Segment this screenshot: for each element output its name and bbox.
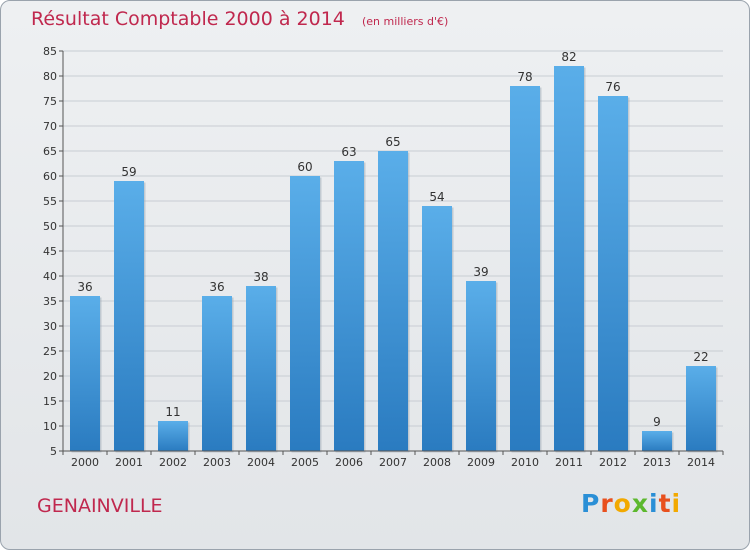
bar xyxy=(510,86,540,451)
chart-subtitle: (en milliers d'€) xyxy=(361,15,449,28)
logo-letter: i xyxy=(649,489,659,518)
bar-value-label: 54 xyxy=(429,190,444,204)
x-tick-label: 2013 xyxy=(643,456,671,469)
bar xyxy=(422,206,452,451)
y-tick-label: 20 xyxy=(43,370,57,383)
logo-letter: r xyxy=(600,489,614,518)
x-tick-label: 2012 xyxy=(599,456,627,469)
logo-letter: P xyxy=(581,489,601,518)
title-row: Résultat Comptable 2000 à 2014 (en milli… xyxy=(31,8,448,30)
x-axis: 2000 2001 2002 2003 2004 2005 2006 2007 2008 2009… xyxy=(62,450,724,469)
bar-value-label: 63 xyxy=(341,145,356,159)
proxiti-logo[interactable]: Proxiti xyxy=(581,489,681,518)
bar xyxy=(290,176,320,451)
x-tick-label: 2011 xyxy=(555,456,583,469)
bar-value-label: 78 xyxy=(517,70,532,84)
bar xyxy=(246,286,276,451)
bar xyxy=(334,161,364,451)
bar xyxy=(466,281,496,451)
y-tick-label: 75 xyxy=(43,95,57,108)
y-tick-label: 25 xyxy=(43,345,57,358)
bar xyxy=(378,151,408,451)
bar xyxy=(158,421,188,451)
y-tick-label: 50 xyxy=(43,220,57,233)
y-tick-label: 80 xyxy=(43,70,57,83)
commune-name: GENAINVILLE xyxy=(37,495,163,517)
bar xyxy=(114,181,144,451)
x-tick-label: 2010 xyxy=(511,456,539,469)
x-tick-label: 2014 xyxy=(687,456,715,469)
x-tick-label: 2002 xyxy=(159,456,187,469)
bar xyxy=(554,66,584,451)
bar xyxy=(686,366,716,451)
bars: 36 59 11 36 38 60 63 65 54 39 78 82 76 9 22 xyxy=(70,50,718,453)
bar-value-label: 65 xyxy=(385,135,400,149)
y-tick-label: 60 xyxy=(43,170,57,183)
bar-value-label: 38 xyxy=(253,270,268,284)
logo-letter: x xyxy=(631,489,649,518)
bar-value-label: 9 xyxy=(653,415,661,429)
y-tick-label: 30 xyxy=(43,320,57,333)
logo-letter: i xyxy=(671,489,682,518)
bar-value-label: 36 xyxy=(77,280,92,294)
bar-value-label: 22 xyxy=(693,350,708,364)
y-axis: 5 10 15 20 25 30 35 40 45 50 55 60 65 70 75 80 85 xyxy=(43,45,64,458)
x-tick-label: 2009 xyxy=(467,456,495,469)
y-tick-label: 5 xyxy=(50,445,57,458)
y-tick-label: 85 xyxy=(43,45,57,58)
x-tick-label: 2008 xyxy=(423,456,451,469)
y-tick-label: 65 xyxy=(43,145,57,158)
bar xyxy=(598,96,628,451)
x-tick-label: 2006 xyxy=(335,456,363,469)
x-tick-label: 2003 xyxy=(203,456,231,469)
y-tick-label: 35 xyxy=(43,295,57,308)
bar-value-label: 60 xyxy=(297,160,312,174)
bar-value-label: 36 xyxy=(209,280,224,294)
bar xyxy=(70,296,100,451)
x-tick-label: 2005 xyxy=(291,456,319,469)
y-tick-label: 70 xyxy=(43,120,57,133)
y-tick-label: 55 xyxy=(43,195,57,208)
x-tick-label: 2007 xyxy=(379,456,407,469)
bar xyxy=(642,431,672,451)
logo-letter: o xyxy=(613,489,632,518)
y-tick-label: 10 xyxy=(43,420,57,433)
bar-value-label: 59 xyxy=(121,165,136,179)
bar-value-label: 11 xyxy=(165,405,180,419)
bar xyxy=(202,296,232,451)
x-tick-label: 2001 xyxy=(115,456,143,469)
x-tick-label: 2000 xyxy=(71,456,99,469)
x-tick-label: 2004 xyxy=(247,456,275,469)
logo-letter: t xyxy=(658,489,672,518)
y-tick-label: 40 xyxy=(43,270,57,283)
bar-value-label: 82 xyxy=(561,50,576,64)
y-tick-label: 45 xyxy=(43,245,57,258)
bar-value-label: 39 xyxy=(473,265,488,279)
y-tick-label: 15 xyxy=(43,395,57,408)
chart-title: Résultat Comptable 2000 à 2014 xyxy=(31,8,345,30)
bar-value-label: 76 xyxy=(605,80,620,94)
